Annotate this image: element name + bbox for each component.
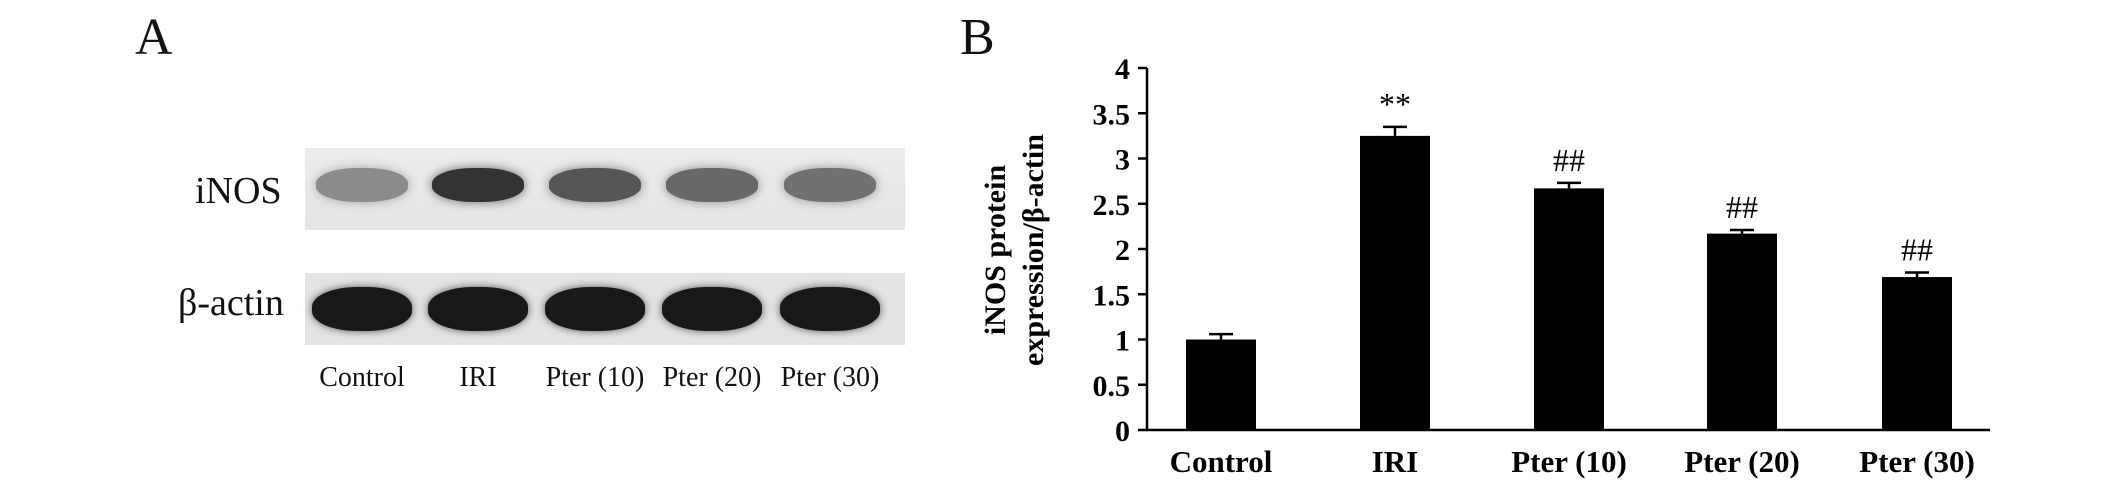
blot-band (432, 168, 524, 202)
bar (1186, 339, 1256, 430)
x-tick-label: Pter (10) (1511, 444, 1627, 479)
blot-strip-inos (305, 148, 905, 230)
y-tick-label: 2.5 (1093, 189, 1131, 222)
significance-marker: ** (1379, 86, 1411, 122)
bars (1186, 125, 1952, 430)
x-tick-labels: Control IRI Pter (10) Pter (20) Pter (30) (1170, 444, 1975, 479)
blot-row-label-inos: iNOS (195, 170, 282, 212)
y-ticks: 0 0.5 1 1.5 2 2.5 3 3.5 4 (1093, 53, 1147, 448)
y-tick-label: 4 (1115, 53, 1130, 86)
blot-strip-beta-actin (305, 273, 905, 345)
panel-b-letter: B (960, 9, 995, 66)
blot-band (662, 287, 762, 331)
bar (1360, 135, 1430, 430)
significance-marker: ## (1901, 232, 1933, 268)
x-tick-label: Pter (30) (1859, 444, 1975, 479)
panel-a-letter: A (135, 9, 173, 66)
y-tick-label: 2 (1115, 234, 1130, 267)
y-tick-label: 1.5 (1093, 279, 1131, 312)
lane-label: Pter (30) (780, 362, 880, 393)
lane-label: IRI (459, 362, 497, 393)
lane-label: Pter (20) (662, 362, 762, 393)
blot-band (428, 287, 528, 331)
y-tick-label: 0 (1115, 415, 1130, 448)
lane-label: Control (319, 362, 405, 393)
bar (1882, 277, 1952, 430)
blot-band (666, 168, 758, 202)
y-tick-label: 1 (1115, 325, 1130, 358)
x-tick-label: IRI (1372, 444, 1419, 479)
bar (1707, 233, 1777, 430)
y-tick-label: 3 (1115, 144, 1130, 177)
significance-annotations: ** ## ## ## (1379, 86, 1933, 268)
lane-label: Pter (10) (545, 362, 645, 393)
significance-marker: ## (1726, 189, 1758, 225)
x-tick-label: Pter (20) (1684, 444, 1800, 479)
x-tick-label: Control (1170, 444, 1273, 479)
blot-band (784, 168, 876, 202)
blot-band (549, 168, 641, 202)
y-axis-label-line: expression/β-actin (1017, 134, 1050, 366)
blot-row-label-beta-actin: β-actin (178, 282, 284, 324)
y-axis-label-line: iNOS protein (979, 165, 1012, 336)
blot-band (545, 287, 645, 331)
bar (1534, 188, 1604, 430)
y-axis-label: iNOS protein expression/β-actin (979, 134, 1050, 366)
blot-band (316, 168, 408, 202)
significance-marker: ## (1553, 142, 1585, 178)
blot-band (780, 287, 880, 331)
y-tick-label: 3.5 (1093, 98, 1131, 131)
y-tick-label: 0.5 (1093, 370, 1131, 403)
blot-band (312, 287, 412, 331)
